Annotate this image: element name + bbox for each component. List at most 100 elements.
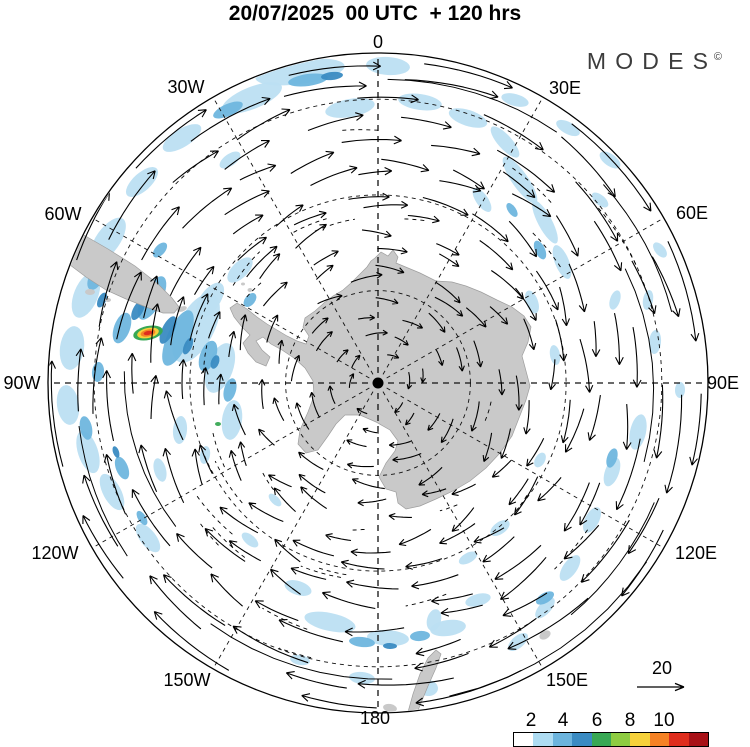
wind-arrow <box>491 459 512 478</box>
wind-arrow <box>283 81 367 97</box>
wind-arrow <box>470 401 480 432</box>
wind-arrow <box>494 544 542 580</box>
wind-arrow <box>621 529 664 597</box>
wind-arrow <box>513 476 539 516</box>
wind-arrow <box>439 180 482 193</box>
wind-arrow <box>208 311 221 339</box>
wind-arrow <box>526 438 545 467</box>
meridian-label-30E: 30E <box>549 78 581 98</box>
wind-arrow <box>415 638 461 657</box>
wind-arrow <box>411 574 459 590</box>
wind-arrow <box>321 591 376 610</box>
wind-arrow <box>135 109 207 169</box>
wind-arrow <box>363 200 409 209</box>
landmass <box>407 649 442 712</box>
wind-arrow <box>219 506 259 534</box>
wind-arrow <box>200 367 209 406</box>
wind-arrow <box>176 532 213 569</box>
wind-arrow <box>496 149 556 193</box>
wind-arrow <box>351 354 361 369</box>
wind-arrow <box>394 402 404 414</box>
wind-arrow <box>268 474 292 488</box>
colorbar-tick-label: 4 <box>557 710 569 731</box>
wind-arrow <box>405 558 443 570</box>
wind-arrow <box>224 189 270 216</box>
wind-arrow <box>170 296 186 346</box>
wind-arrow <box>415 669 522 707</box>
wind-arrow <box>232 214 264 235</box>
wind-arrow <box>346 439 367 448</box>
colorbar-tick-label: 2 <box>525 710 537 731</box>
wind-arrow <box>163 390 184 441</box>
wind-arrow <box>239 314 248 351</box>
wind-arrow <box>587 395 601 441</box>
wind-arrow <box>350 271 383 283</box>
wind-arrow <box>515 287 537 321</box>
wind-arrow <box>102 370 115 442</box>
wind-arrow <box>224 140 270 170</box>
modes-logo-text: MODES <box>586 48 718 74</box>
modes-logo: MODES© <box>587 48 722 75</box>
wind-arrow <box>563 524 600 560</box>
wind-arrow <box>150 303 161 363</box>
wind-arrow <box>277 339 285 364</box>
wind-arrow <box>421 488 447 498</box>
wind-arrow <box>436 243 460 256</box>
wind-arrow <box>228 540 262 562</box>
wind-arrow <box>554 319 568 362</box>
wind-arrow <box>141 206 180 261</box>
wind-arrow <box>465 307 487 328</box>
reference-arrow-icon <box>637 682 685 692</box>
wind-arrow <box>298 473 326 494</box>
reference-arrow-value: 20 <box>651 658 673 678</box>
wind-arrow <box>116 271 142 340</box>
wind-arrow <box>341 135 402 145</box>
wind-arrow <box>434 296 464 317</box>
colorbar-tick-label: 8 <box>624 710 636 731</box>
wind-arrow <box>290 566 327 580</box>
wind-arrow <box>579 338 594 393</box>
map-boundary-circle <box>47 52 709 714</box>
wind-arrow <box>488 617 537 648</box>
wind-arrow <box>325 533 352 542</box>
wind-arrow <box>315 331 333 352</box>
wind-arrow <box>435 281 461 304</box>
wind-arrow <box>418 466 443 486</box>
wind-arrow <box>285 671 347 689</box>
wind-arrow <box>309 391 321 418</box>
colorbar-cell <box>533 733 553 746</box>
wind-arrow <box>392 452 422 463</box>
wind-arrow <box>398 528 432 547</box>
wind-arrow <box>290 150 335 174</box>
wind-arrow <box>178 359 187 400</box>
wind-arrow <box>451 483 476 496</box>
wind-arrow <box>431 593 473 605</box>
meridian-label-180: 180 <box>360 708 390 728</box>
wind-arrow <box>82 474 119 547</box>
wind-arrow <box>357 314 375 321</box>
wind-arrow <box>455 347 465 372</box>
wind-arrow <box>479 240 514 271</box>
wind-arrow <box>357 677 454 689</box>
wind-arrow <box>198 444 213 474</box>
meridian-label-150W: 150W <box>163 670 210 690</box>
chart-title: 20/07/2025 00 UTC + 120 hrs <box>228 2 522 25</box>
wind-arrow <box>300 486 328 510</box>
wind-arrow <box>563 482 590 532</box>
meridian-label-0: 0 <box>373 32 383 52</box>
wind-arrow <box>336 349 349 363</box>
wind-arrow <box>508 478 529 506</box>
wind-arrow <box>232 625 309 664</box>
wind-arrow <box>272 397 285 421</box>
wind-arrow <box>401 116 452 130</box>
wind-arrow <box>346 462 374 469</box>
wind-arrow <box>172 150 219 183</box>
wind-arrow <box>615 438 641 511</box>
wind-arrow <box>651 256 681 318</box>
wind-arrow <box>502 171 536 199</box>
modes-logo-mark: © <box>713 51 722 63</box>
wind-arrow <box>236 108 291 141</box>
wind-arrow <box>357 94 419 104</box>
wind-arrow <box>431 144 481 157</box>
